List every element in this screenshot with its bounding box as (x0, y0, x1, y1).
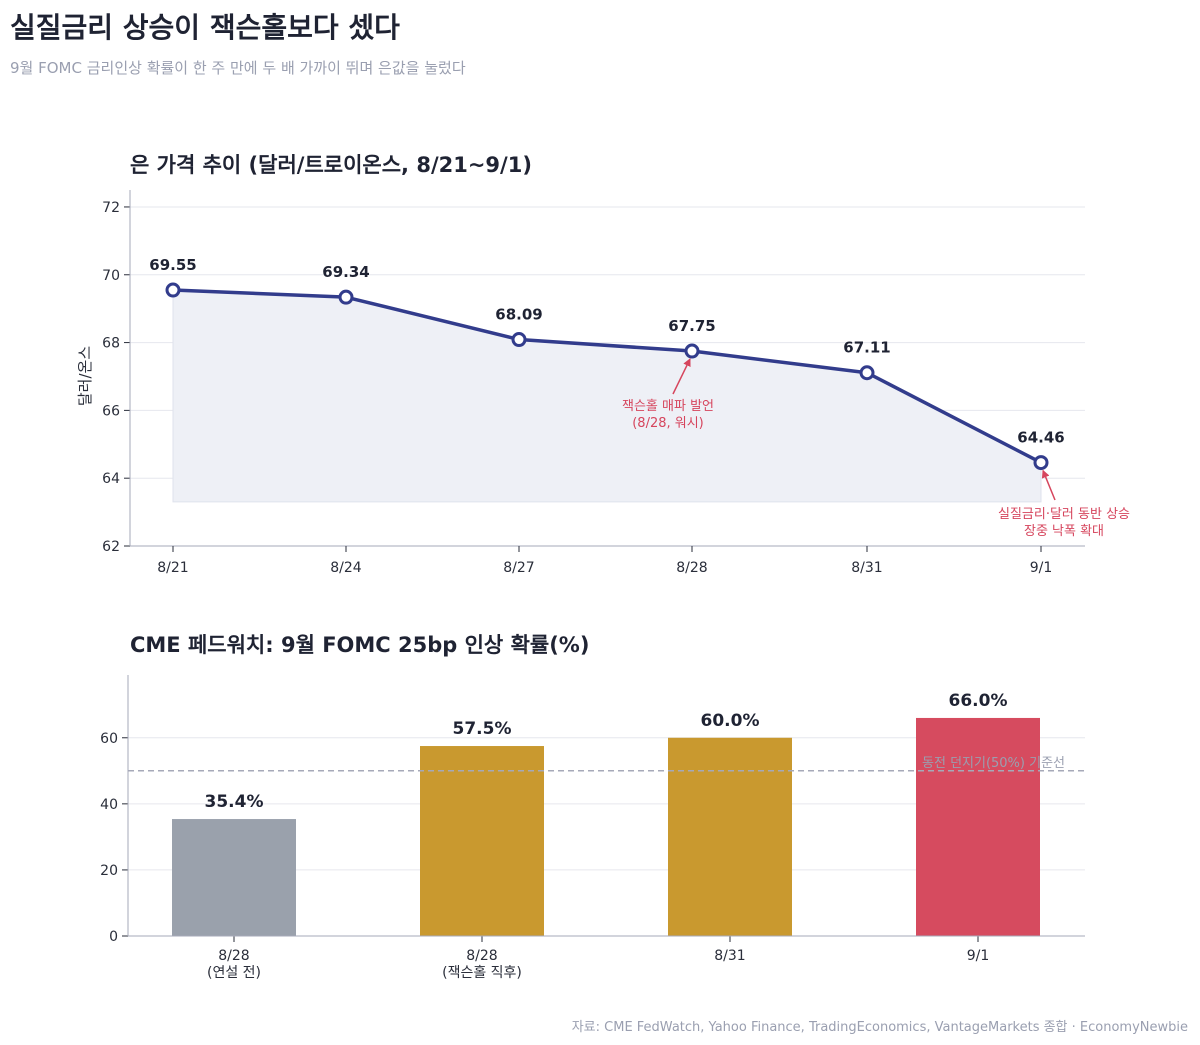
bar-value-label: 57.5% (453, 719, 512, 739)
y-tick-label: 72 (102, 200, 120, 216)
x-tick-label: 8/31 (714, 948, 745, 964)
bar (420, 746, 544, 936)
x-tick-label: (잭슨홀 직후) (442, 965, 522, 981)
x-tick-label: 8/31 (851, 560, 882, 576)
x-tick-label: 8/27 (503, 560, 534, 576)
page-title: 실질금리 상승이 잭슨홀보다 셌다 (10, 11, 400, 44)
data-point (1033, 455, 1049, 471)
x-tick-label: 8/28 (466, 948, 497, 964)
data-label: 69.55 (149, 256, 196, 274)
y-tick-label: 66 (102, 403, 120, 419)
source-footnote: 자료: CME FedWatch, Yahoo Finance, Trading… (571, 1020, 1188, 1035)
data-point (511, 332, 527, 348)
bar (172, 819, 296, 936)
data-label: 67.11 (843, 339, 890, 357)
annotation-text: 잭슨홀 매파 발언 (622, 399, 714, 414)
bar-value-label: 66.0% (949, 691, 1008, 711)
y-tick-label: 60 (100, 731, 118, 747)
data-label: 68.09 (495, 306, 542, 324)
fedwatch-bar-chart: CME 페드워치: 9월 FOMC 25bp 인상 확률(%) 0 20 40 60 3… (100, 633, 1085, 981)
x-tick-label: (연설 전) (207, 965, 261, 981)
y-tick-label: 70 (102, 268, 120, 284)
annotation-text: (8/28, 워시) (632, 416, 704, 431)
x-tick-label: 8/21 (157, 560, 188, 576)
bar (668, 737, 792, 936)
annotation-text: 장중 낙폭 확대 (1024, 524, 1104, 539)
data-point (859, 365, 875, 381)
data-point (338, 289, 354, 305)
page-subtitle: 9월 FOMC 금리인상 확률이 한 주 만에 두 배 가까이 뛰며 은값을 눌… (10, 59, 466, 77)
y-tick-label: 68 (102, 336, 120, 352)
line-chart-ylabel: 달러/온스 (76, 346, 94, 406)
x-tick-label: 8/24 (330, 560, 362, 576)
x-tick-label: 9/1 (1030, 560, 1053, 576)
data-point (165, 282, 181, 298)
y-tick-label: 62 (102, 539, 120, 555)
data-point (684, 343, 700, 359)
data-label: 69.34 (322, 263, 369, 281)
y-tick-label: 20 (100, 863, 118, 879)
data-label: 67.75 (668, 317, 715, 335)
annotation-arrow (672, 358, 691, 395)
reference-line-label: 동전 던지기(50%) 기준선 (922, 756, 1065, 771)
bar (916, 717, 1040, 936)
bar-chart-title: CME 페드워치: 9월 FOMC 25bp 인상 확률(%) (130, 633, 589, 657)
series-line (172, 288, 1042, 465)
annotation-arrow (1041, 469, 1056, 501)
line-chart-title: 은 가격 추이 (달러/트로이온스, 8/21~9/1) (130, 153, 532, 177)
x-tick-label: 9/1 (967, 948, 990, 964)
data-label: 64.46 (1017, 429, 1064, 447)
annotation-text: 실질금리·달러 동반 상승 (998, 507, 1130, 522)
bar-value-label: 35.4% (205, 792, 264, 812)
y-tick-label: 0 (109, 929, 118, 945)
y-tick-label: 64 (102, 471, 120, 487)
bar-value-label: 60.0% (701, 711, 760, 731)
silver-price-line-chart: 은 가격 추이 (달러/트로이온스, 8/21~9/1) 달러/온스 62 64 6… (76, 153, 1130, 576)
x-tick-label: 8/28 (676, 560, 707, 576)
x-tick-label: 8/28 (218, 948, 249, 964)
y-tick-label: 40 (100, 797, 118, 813)
